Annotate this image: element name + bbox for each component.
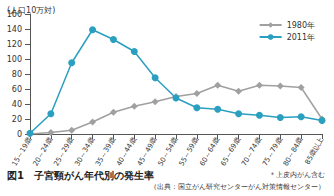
svg-text:55～59歳: 55～59歳 bbox=[178, 136, 201, 168]
svg-text:80～84歳: 80～84歳 bbox=[282, 136, 305, 168]
svg-text:＊上皮内がん含む: ＊上皮内がん含む bbox=[269, 171, 325, 179]
svg-text:図1 子宮頸がん年代別の発生率: 図1 子宮頸がん年代別の発生率 bbox=[7, 170, 154, 181]
svg-text:50～54歳: 50～54歳 bbox=[157, 136, 180, 168]
svg-text:2011年: 2011年 bbox=[287, 33, 315, 42]
svg-text:120: 120 bbox=[7, 40, 22, 49]
svg-text:140: 140 bbox=[7, 25, 22, 34]
svg-text:60: 60 bbox=[12, 85, 22, 94]
svg-text:20: 20 bbox=[12, 115, 22, 124]
svg-text:70～74歳: 70～74歳 bbox=[240, 136, 263, 168]
svg-text:（出典：国立がん研究センターがん対策情報センター）: （出典：国立がん研究センターがん対策情報センター） bbox=[150, 183, 325, 191]
svg-text:15～19歳: 15～19歳 bbox=[11, 136, 34, 168]
svg-text:25～29歳: 25～29歳 bbox=[52, 136, 75, 168]
svg-text:1980年: 1980年 bbox=[287, 21, 315, 30]
svg-text:20～24歳: 20～24歳 bbox=[32, 136, 55, 168]
svg-text:45～49歳: 45～49歳 bbox=[136, 136, 159, 168]
svg-text:80: 80 bbox=[12, 70, 22, 79]
svg-text:65～69歳: 65～69歳 bbox=[219, 136, 242, 168]
svg-text:75～79歳: 75～79歳 bbox=[261, 136, 284, 168]
svg-text:85歳以上: 85歳以上 bbox=[304, 136, 326, 166]
svg-text:40～44歳: 40～44歳 bbox=[115, 136, 138, 168]
svg-text:35～39歳: 35～39歳 bbox=[94, 136, 117, 168]
svg-text:(人口10万対): (人口10万対) bbox=[7, 6, 55, 15]
svg-text:100: 100 bbox=[7, 55, 22, 64]
svg-text:60～64歳: 60～64歳 bbox=[198, 136, 221, 168]
svg-text:0: 0 bbox=[17, 130, 22, 139]
svg-text:30～34歳: 30～34歳 bbox=[73, 136, 96, 168]
svg-text:40: 40 bbox=[12, 100, 22, 109]
